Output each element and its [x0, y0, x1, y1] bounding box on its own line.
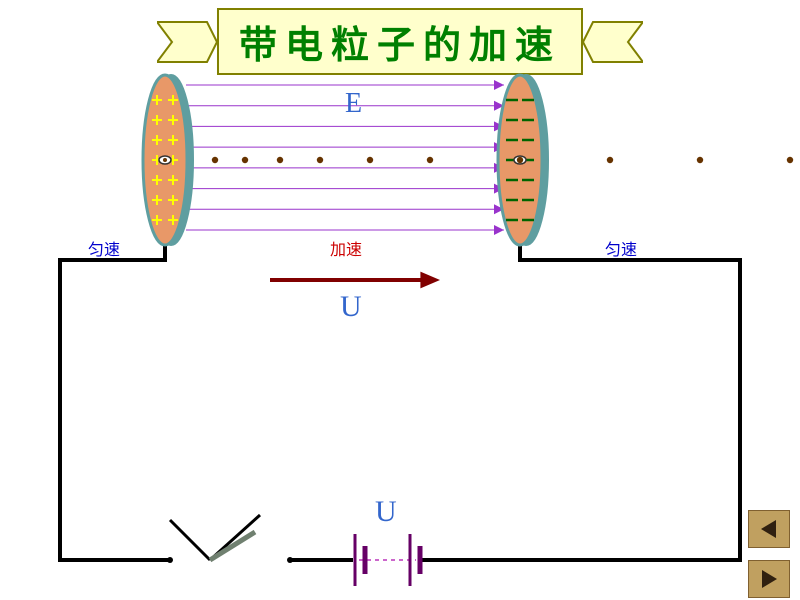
label-E: E: [345, 88, 362, 120]
physics-diagram: [0, 0, 800, 600]
label-uniform-left: 匀速: [88, 236, 120, 260]
next-button[interactable]: [748, 560, 790, 598]
label-U-top: U: [340, 290, 362, 324]
triangle-left-icon: [758, 518, 780, 540]
label-uniform-right: 匀速: [605, 236, 637, 260]
label-U-bottom: U: [375, 495, 397, 529]
label-accelerate: 加速: [330, 236, 362, 260]
triangle-right-icon: [758, 568, 780, 590]
prev-button[interactable]: [748, 510, 790, 548]
